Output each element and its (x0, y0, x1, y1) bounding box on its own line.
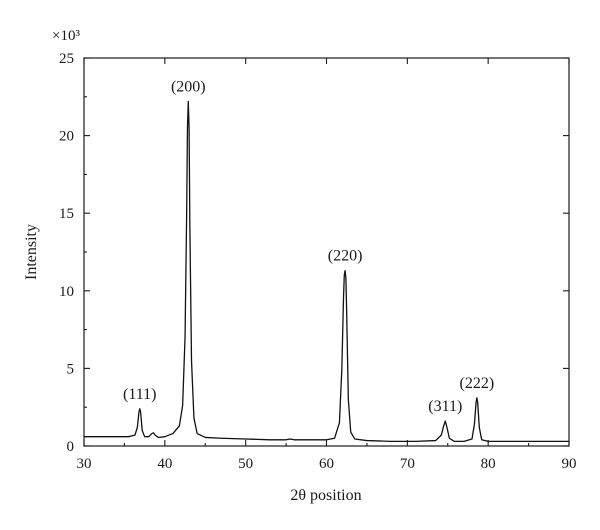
x-tick-label: 70 (400, 456, 415, 472)
x-tick-label: 60 (319, 456, 334, 472)
peak-label: (311) (428, 398, 462, 415)
axis-ticks: 30 40 50 60 70 80 90 0 5 10 15 20 25 (59, 51, 577, 472)
peak-labels: (111) (200) (220) (311) (222) (123, 78, 494, 415)
intensity-trace (84, 100, 569, 442)
peak-label: (220) (328, 248, 363, 265)
y-tick-label: 5 (67, 361, 75, 377)
peak-label: (200) (171, 78, 206, 95)
y-tick-label: 25 (59, 51, 74, 67)
peak-label: (222) (460, 375, 495, 392)
peak-label: (111) (123, 386, 156, 403)
x-tick-label: 40 (157, 456, 172, 472)
y-tick-label: 15 (59, 206, 74, 222)
y-tick-label: 0 (67, 439, 75, 455)
x-tick-label: 80 (481, 456, 496, 472)
y-axis-title: Intensity (23, 224, 40, 280)
x-axis-title: 2θ position (290, 487, 361, 504)
x-tick-label: 50 (238, 456, 253, 472)
x-tick-label: 90 (562, 456, 577, 472)
x-tick-label: 30 (77, 456, 92, 472)
plot-frame (83, 57, 570, 447)
y-tick-label: 20 (59, 129, 74, 145)
y-tick-label: 10 (59, 284, 74, 300)
y-scale-factor: ×10³ (52, 28, 80, 44)
